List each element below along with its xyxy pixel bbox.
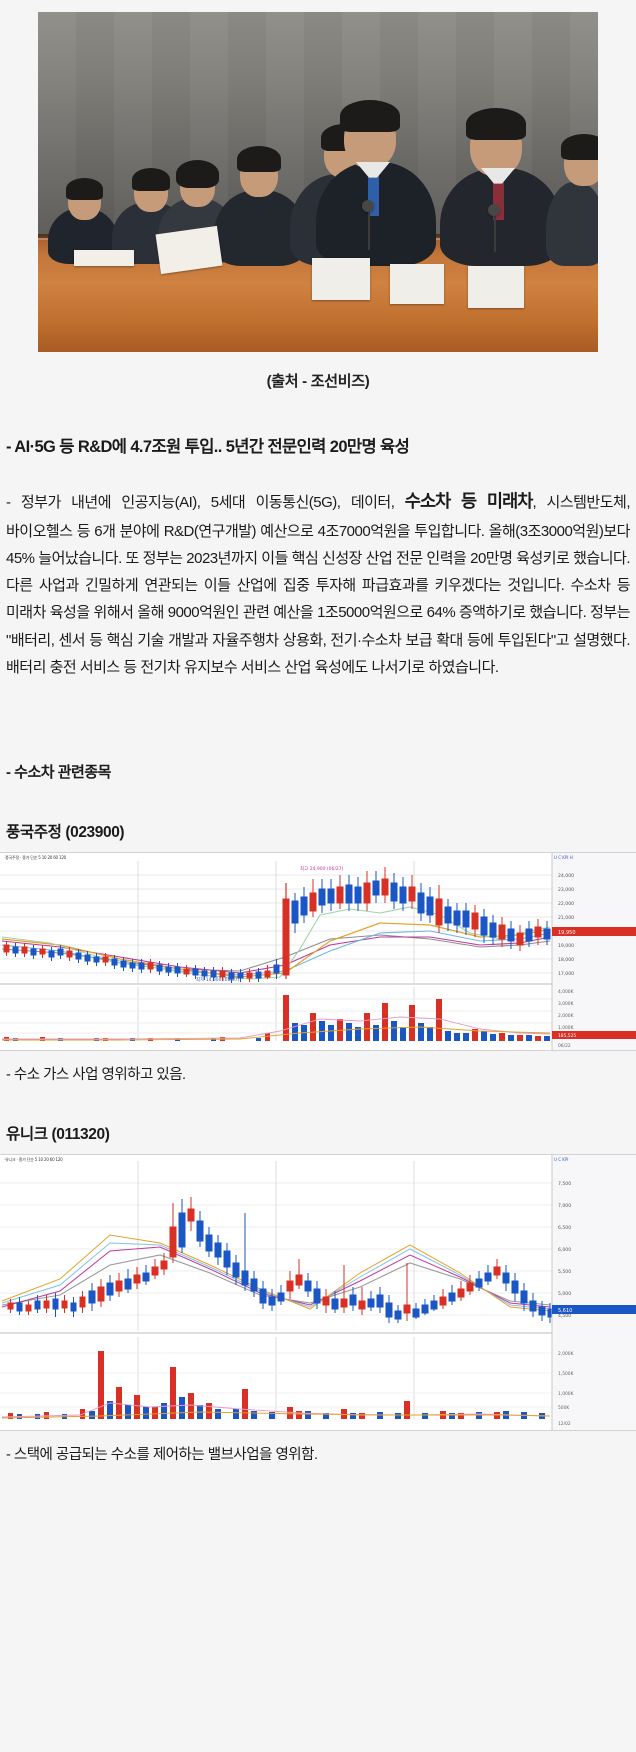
chart-canvas-pungkuk: 최저 14,900 (08/07) 최고 24,900 (06/27) <box>0 853 636 1051</box>
svg-text:3,000K: 3,000K <box>558 1001 574 1007</box>
svg-text:2,000K: 2,000K <box>558 1351 574 1357</box>
chart-high-label: 최고 24,900 (06/27) <box>300 865 344 872</box>
photo-document-2 <box>74 250 134 266</box>
paragraph-lead: - 정부가 내년에 인공지능(AI), 5세대 이동통신(5G), 데이터, <box>6 493 405 511</box>
stock-title-pungkuk: 풍국주정 (023900) <box>6 824 125 842</box>
svg-text:U C KPI: U C KPI <box>554 1157 568 1162</box>
ma-line-120 <box>1 934 551 972</box>
stock-2-note-wrap: - 스택에 공급되는 수소를 제어하는 밸브사업을 영위함. <box>0 1443 636 1464</box>
photo-container <box>0 0 636 352</box>
photo-microphone-1 <box>362 200 374 212</box>
volume-last-value: 185,525 <box>558 1033 576 1039</box>
article-paragraph: - 정부가 내년에 인공지능(AI), 5세대 이동통신(5G), 데이터, 수… <box>6 486 631 682</box>
svg-text:7,000: 7,000 <box>558 1203 571 1209</box>
volume-ma-line-2 <box>2 1026 551 1041</box>
svg-text:1,500K: 1,500K <box>558 1371 574 1377</box>
svg-text:1,000K: 1,000K <box>558 1025 574 1031</box>
svg-text:5,500: 5,500 <box>558 1269 571 1275</box>
photo-person-4-hair <box>237 146 281 172</box>
date-axis-unick: 12/02 <box>558 1421 571 1427</box>
svg-text:7,500: 7,500 <box>558 1181 571 1187</box>
svg-text:U C KPI H: U C KPI H <box>554 855 573 860</box>
svg-text:500K: 500K <box>558 1405 569 1411</box>
svg-text:19,000: 19,000 <box>558 943 574 949</box>
svg-text:6,500: 6,500 <box>558 1225 571 1231</box>
svg-text:17,000: 17,000 <box>558 971 574 977</box>
svg-text:4,000K: 4,000K <box>558 989 574 995</box>
stock-note-pungkuk: - 수소 가스 사업 영위하고 있음. <box>6 1067 186 1084</box>
photo-nameplate-1 <box>312 258 370 300</box>
stock-title-unick: 유니크 (011320) <box>6 1126 110 1144</box>
volume-axis-pungkuk: 4,000K 3,000K 2,000K 1,000K <box>558 989 574 1031</box>
photo-person-7-hair <box>466 108 526 140</box>
svg-text:18,000: 18,000 <box>558 957 574 963</box>
volume-ma-line <box>2 1016 551 1040</box>
svg-text:21,000: 21,000 <box>558 915 574 921</box>
photo-microphone-stem-2 <box>494 212 496 252</box>
article-headline: - AI·5G 등 R&D에 4.7조원 투입.. 5년간 전문인력 20만명 … <box>6 438 410 456</box>
photo-microphone-2 <box>488 204 500 216</box>
svg-text:24,000: 24,000 <box>558 873 574 879</box>
photo-nameplate-3 <box>468 266 524 308</box>
article-page: (출처 - 조선비즈) - AI·5G 등 R&D에 4.7조원 투입.. 5년… <box>0 0 636 1464</box>
svg-text:5,000: 5,000 <box>558 1291 571 1297</box>
price-axis-pungkuk: 24,000 23,000 22,000 21,000 19,000 18,000 1… <box>558 873 574 977</box>
photo-person-8 <box>546 182 598 266</box>
svg-text:22,000: 22,000 <box>558 901 574 907</box>
price-axis-unick: 7,500 7,000 6,500 6,000 5,500 5,000 4,500 <box>558 1181 571 1319</box>
price-last-value-unick: 5,610 <box>558 1308 572 1314</box>
section-title-related-stocks: - 수소차 관련종목 <box>6 764 111 782</box>
chart-legend-pungkuk: ·풍국주정 · 종가 단순 5 10 20 60 120 <box>4 855 67 861</box>
svg-text:23,000: 23,000 <box>558 887 574 893</box>
paragraph-rest: , 시스템반도체, 바이오헬스 등 6개 분야에 R&D(연구개발) 예산으로 … <box>6 493 631 677</box>
volume-ma-line-unick-2 <box>1 1411 551 1419</box>
photo-person-2-hair <box>132 168 170 191</box>
volume-axis-unick: 2,000K 1,500K 1,000K 500K <box>558 1351 574 1411</box>
stock-chart-pungkuk[interactable]: ·풍국주정 · 종가 단순 5 10 20 60 120 <box>0 852 636 1052</box>
stock-chart-unick[interactable]: ·유니크 · 종가 단순 5 10 20 60 120 <box>0 1154 636 1432</box>
svg-text:1,000K: 1,000K <box>558 1391 574 1397</box>
price-last-badge-unick <box>552 1305 636 1315</box>
chart-legend-unick: ·유니크 · 종가 단순 5 10 20 60 120 <box>4 1157 63 1163</box>
ma-line-60 <box>1 936 551 974</box>
photo-person-3-hair <box>176 160 219 188</box>
photo-person-6-hair <box>340 100 400 132</box>
photo-caption: (출처 - 조선비즈) <box>266 373 370 390</box>
article-body: - AI·5G 등 R&D에 4.7조원 투입.. 5년간 전문인력 20만명 … <box>0 435 636 842</box>
government-meeting-photo <box>38 12 598 352</box>
ma-line-10-unick <box>1 1234 551 1312</box>
photo-person-1-hair <box>66 178 103 200</box>
ma-line-20 <box>1 930 551 976</box>
paragraph-emphasis: 수소차 등 미래차 <box>404 490 534 511</box>
price-last-value: 19,950 <box>558 930 576 936</box>
candlestick-series-pungkuk <box>3 867 551 984</box>
stock-note-unick: - 스택에 공급되는 수소를 제어하는 밸브사업을 영위함. <box>6 1447 318 1464</box>
photo-person-6-tie <box>368 168 379 216</box>
price-last-badge <box>552 927 636 937</box>
chart-canvas-unick: 7,500 7,000 6,500 6,000 5,500 5,000 4,500 5… <box>0 1155 636 1431</box>
photo-document-1 <box>155 225 223 275</box>
chart-low-label: 최저 14,900 (08/07) <box>196 976 240 983</box>
svg-text:4,500: 4,500 <box>558 1313 571 1319</box>
svg-text:2,000K: 2,000K <box>558 1013 574 1019</box>
stock-1-note-wrap: - 수소 가스 사업 영위하고 있음. 유니크 (011320) <box>0 1063 636 1144</box>
photo-nameplate-2 <box>390 264 444 304</box>
photo-microphone-stem-1 <box>368 208 370 250</box>
svg-text:6,000: 6,000 <box>558 1247 571 1253</box>
candlestick-series-unick <box>7 1197 553 1324</box>
photo-person-8-hair <box>561 134 598 160</box>
photo-person-7-tie <box>493 174 504 220</box>
date-axis-pungkuk: 06/22 <box>558 1043 571 1049</box>
